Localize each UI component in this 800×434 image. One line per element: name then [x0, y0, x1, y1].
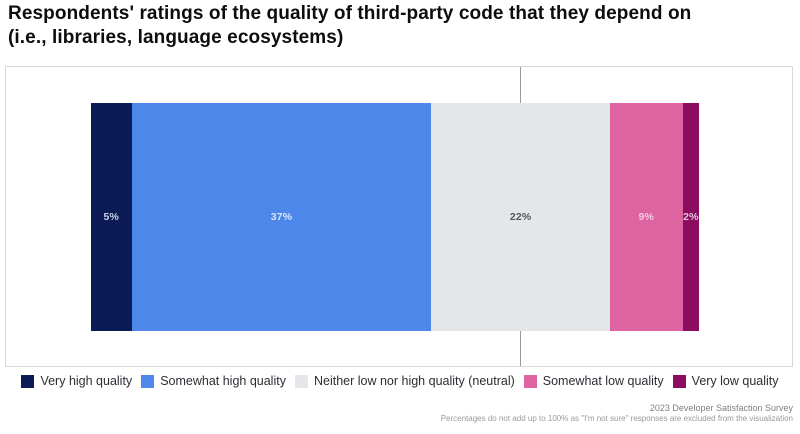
legend-swatch-icon — [672, 374, 686, 388]
legend-swatch-icon — [141, 374, 155, 388]
bar-segment-neutral[interactable]: 22% — [431, 103, 610, 331]
source-attribution: 2023 Developer Satisfaction Survey — [649, 403, 793, 413]
legend-item-very-high-quality[interactable]: Very high quality — [21, 374, 132, 388]
footer: 2023 Developer Satisfaction Survey Perce… — [441, 402, 793, 425]
footnote: Percentages do not add up to 100% as "I'… — [440, 414, 793, 424]
legend-swatch-icon — [21, 374, 35, 388]
bar-segment-value-label: 37% — [270, 211, 293, 223]
bar-segment-value-label: 2% — [683, 211, 699, 223]
bar-segment-very-low-quality[interactable]: 2% — [682, 103, 699, 331]
legend-item-somewhat-low-quality[interactable]: Somewhat low quality — [523, 374, 664, 388]
legend-item-somewhat-high-quality[interactable]: Somewhat high quality — [141, 374, 286, 388]
bar-segment-very-high-quality[interactable]: 5% — [91, 103, 132, 331]
chart-title: Respondents' ratings of the quality of t… — [8, 2, 792, 49]
legend-item-label: Somewhat low quality — [542, 374, 664, 388]
legend-item-neutral[interactable]: Neither low nor high quality (neutral) — [294, 374, 515, 388]
legend-item-label: Neither low nor high quality (neutral) — [313, 374, 515, 388]
bar-segment-value-label: 5% — [103, 211, 120, 223]
stacked-bar: 5% 37% 22% 9% 2% — [91, 103, 699, 331]
legend-item-very-low-quality[interactable]: Very low quality — [672, 374, 779, 388]
legend-item-label: Very low quality — [691, 374, 779, 388]
legend-item-label: Very high quality — [40, 374, 133, 388]
bar-segment-value-label: 22% — [509, 211, 532, 223]
bar-segment-somewhat-high-quality[interactable]: 37% — [131, 103, 432, 331]
legend-swatch-icon — [523, 374, 537, 388]
chart-title-line1: Respondents' ratings of the quality of t… — [8, 3, 692, 24]
chart-plot-area: 5% 37% 22% 9% 2% — [5, 66, 793, 367]
legend: Very high quality Somewhat high quality … — [0, 374, 800, 388]
chart-title-line2: (i.e., libraries, language ecosystems) — [8, 26, 344, 48]
bar-segment-value-label: 9% — [638, 211, 655, 223]
legend-swatch-icon — [294, 374, 308, 388]
bar-segment-somewhat-low-quality[interactable]: 9% — [609, 103, 683, 331]
legend-item-label: Somewhat high quality — [160, 374, 286, 388]
